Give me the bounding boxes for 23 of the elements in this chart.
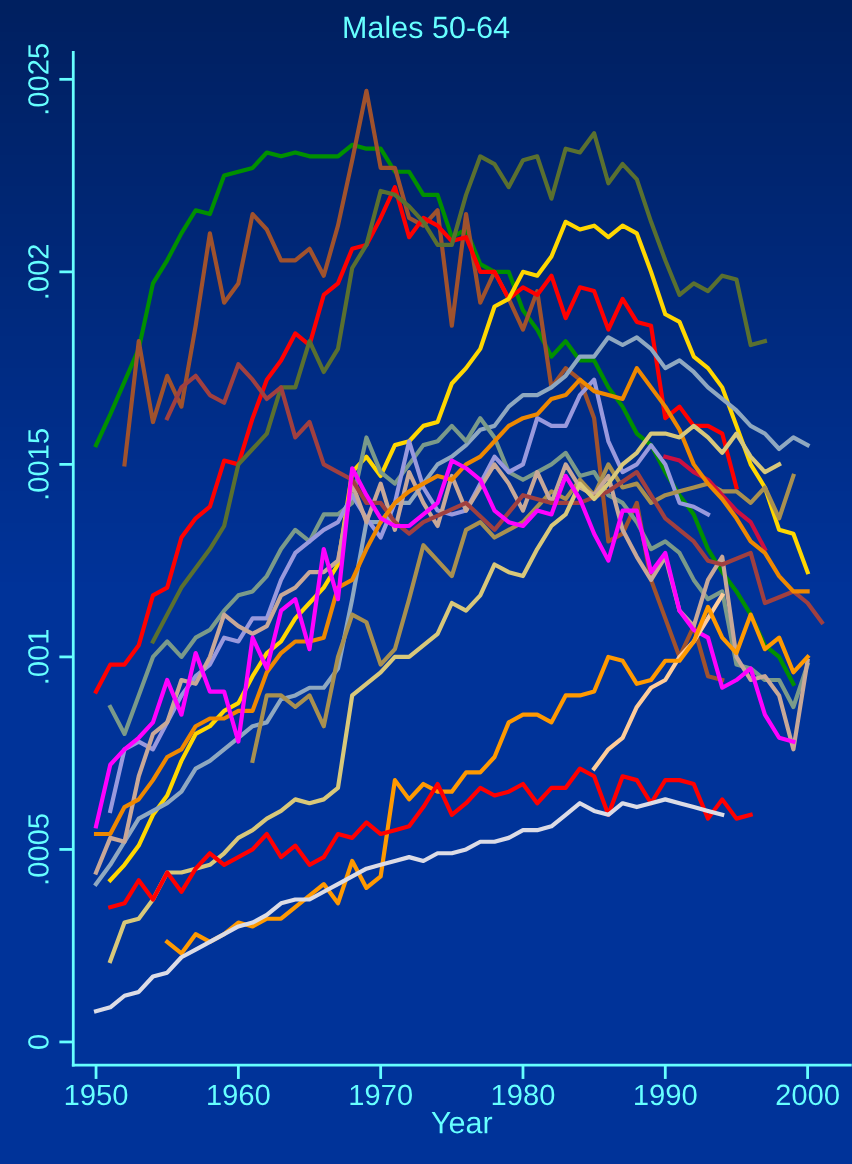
y-tick-label: .002 xyxy=(28,244,49,298)
y-tick-label: .0015 xyxy=(28,429,49,499)
line-series xyxy=(663,454,767,552)
line-series xyxy=(108,766,753,910)
x-tick-label: 1990 xyxy=(635,1084,697,1106)
x-axis-title: Year xyxy=(431,1112,493,1134)
x-tick-label: 1960 xyxy=(208,1084,270,1106)
y-tick-label: .0005 xyxy=(28,814,49,884)
y-tick-label: .001 xyxy=(28,629,49,683)
y-tick-label: .0025 xyxy=(28,44,49,114)
line-series xyxy=(108,423,782,964)
x-tick-label: 1950 xyxy=(65,1084,128,1106)
line-series xyxy=(93,185,739,694)
chart-title: Males 50-64 xyxy=(344,15,510,39)
line-series xyxy=(250,462,796,763)
x-tick-label: 1980 xyxy=(492,1084,555,1106)
x-tick-label: 1970 xyxy=(350,1084,412,1106)
line-series xyxy=(93,797,725,1014)
line-series xyxy=(165,604,810,956)
line-series xyxy=(150,131,767,644)
y-tick-label: 0 xyxy=(28,1034,49,1049)
line-series xyxy=(165,362,824,625)
x-tick-label: 2000 xyxy=(776,1084,839,1106)
